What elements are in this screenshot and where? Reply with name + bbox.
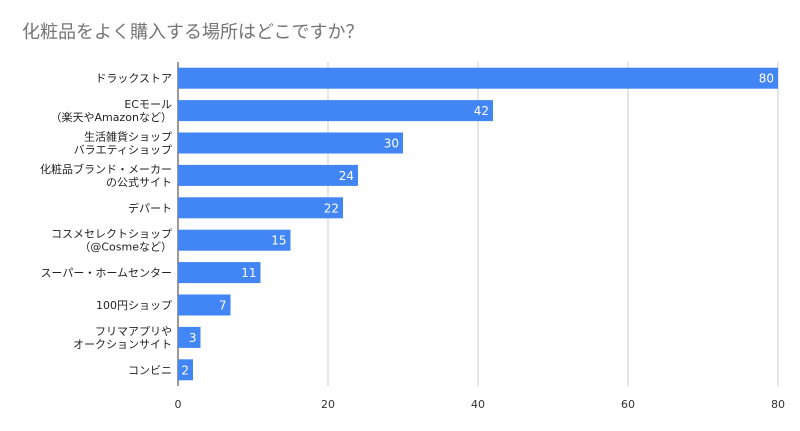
category-labels: ドラックストア ECモール（楽天やAmazonなど） 生活雑貨ショップバラエティショ…	[40, 72, 172, 377]
category-label: 生活雑貨ショップバラエティショップ	[74, 130, 172, 157]
x-tick-label: 0	[175, 398, 182, 411]
bar	[178, 164, 358, 186]
bar	[178, 100, 493, 122]
bar	[178, 67, 778, 89]
category-label: スーパー・ホームセンター	[40, 267, 172, 280]
data-label: 2	[181, 363, 189, 377]
bar	[178, 229, 291, 251]
x-tick-label: 80	[771, 398, 785, 411]
category-label: デパート	[128, 201, 172, 215]
chart-title: 化粧品をよく購入する場所はどこですか？	[22, 22, 364, 43]
category-label: 100円ショップ	[96, 299, 172, 312]
bar	[178, 132, 403, 154]
category-label: コンビニ	[128, 364, 172, 377]
bars: 80 42 30 24 22 15 11 7 3 2	[178, 67, 778, 381]
bar	[178, 262, 261, 284]
category-label: フリマアプリやオークションサイト	[73, 325, 172, 351]
category-label: 化粧品ブランド・メーカーの公式サイト	[40, 162, 172, 189]
bar	[178, 326, 201, 348]
data-label: 3	[189, 331, 197, 345]
data-label: 24	[339, 169, 354, 183]
bar	[178, 197, 343, 219]
data-label: 80	[759, 72, 774, 86]
bar	[178, 294, 231, 316]
category-label: ECモール（楽天やAmazonなど）	[51, 98, 172, 124]
x-axis-ticks: 0 20 40 60 80	[175, 398, 786, 411]
category-label: ドラックストア	[95, 72, 172, 85]
x-tick-label: 40	[471, 398, 485, 411]
data-label: 15	[271, 234, 286, 248]
x-tick-label: 60	[621, 398, 635, 411]
data-label: 22	[324, 201, 339, 215]
data-label: 42	[474, 104, 489, 118]
data-label: 7	[219, 299, 227, 313]
data-label: 30	[384, 137, 399, 151]
bar	[178, 359, 193, 381]
category-label: コスメセレクトショップ（@Cosmeなど）	[51, 228, 172, 254]
data-label: 11	[241, 266, 256, 280]
x-tick-label: 20	[321, 398, 335, 411]
